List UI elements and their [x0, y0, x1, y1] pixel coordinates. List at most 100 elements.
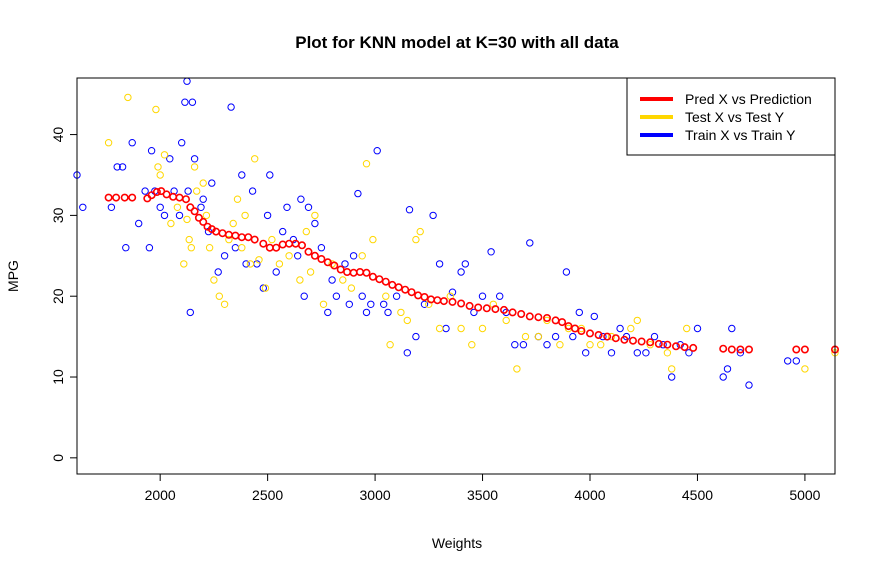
point-s1-25 — [246, 260, 255, 268]
point-s1-66 — [607, 332, 616, 341]
point-s2-65 — [412, 332, 420, 341]
point-s2-60 — [380, 300, 388, 308]
point-s0-15 — [199, 217, 208, 226]
point-s0-12 — [186, 203, 195, 212]
point-s1-72 — [683, 324, 691, 333]
point-s0-6 — [152, 188, 161, 197]
point-s0-35 — [323, 258, 332, 267]
x-tick-label-5: 4500 — [682, 487, 713, 503]
point-s1-38 — [339, 276, 347, 284]
x-tick-label-3: 3500 — [467, 487, 498, 503]
point-s1-12 — [190, 163, 199, 171]
point-s2-78 — [511, 341, 519, 349]
x-axis-label: Weights — [432, 535, 482, 551]
point-s2-94 — [642, 349, 650, 357]
point-s0-20 — [224, 230, 233, 239]
point-s1-4 — [156, 171, 164, 179]
point-s2-18 — [181, 98, 189, 106]
point-s0-40 — [355, 267, 364, 276]
point-s0-86 — [736, 345, 745, 354]
point-s2-50 — [328, 276, 336, 284]
point-s1-30 — [275, 260, 284, 268]
point-s2-17 — [178, 139, 186, 147]
point-s1-16 — [205, 244, 214, 252]
point-s2-91 — [616, 324, 624, 333]
point-s0-56 — [465, 301, 474, 310]
point-s2-40 — [279, 227, 287, 236]
point-s2-31 — [231, 244, 240, 252]
point-s0-31 — [297, 241, 306, 250]
point-s0-14 — [194, 213, 203, 222]
point-s0-22 — [237, 233, 246, 242]
point-s0-64 — [534, 313, 543, 322]
point-s2-51 — [332, 292, 341, 300]
point-s0-77 — [637, 337, 646, 346]
point-s2-23 — [190, 155, 199, 163]
point-s2-32 — [238, 171, 246, 179]
point-s2-82 — [543, 341, 551, 349]
point-s0-72 — [594, 330, 603, 339]
point-s0-44 — [381, 277, 390, 286]
point-s2-24 — [197, 203, 205, 212]
x-tick-label-4: 4000 — [574, 487, 605, 503]
point-s0-2 — [120, 193, 129, 202]
point-s1-39 — [347, 284, 356, 292]
x-tick-label-1: 2500 — [252, 487, 283, 503]
point-s1-69 — [646, 341, 654, 349]
point-s1-33 — [302, 227, 310, 236]
point-s0-57 — [474, 303, 483, 312]
point-s1-17 — [210, 276, 218, 284]
point-s2-87 — [582, 349, 590, 357]
point-s0-36 — [330, 261, 339, 270]
point-s2-99 — [685, 349, 693, 357]
point-s0-29 — [285, 239, 294, 248]
point-s0-23 — [244, 233, 253, 242]
point-s2-20 — [184, 187, 192, 195]
point-s0-34 — [317, 255, 326, 264]
point-s2-41 — [283, 203, 291, 212]
point-s2-73 — [470, 308, 478, 317]
point-s0-24 — [250, 235, 259, 244]
point-s2-64 — [405, 206, 414, 214]
point-s1-11 — [187, 244, 196, 252]
point-s1-48 — [416, 227, 424, 236]
point-s0-8 — [162, 190, 171, 199]
point-s0-87 — [744, 345, 753, 354]
point-s1-8 — [180, 260, 188, 268]
point-s2-1 — [79, 203, 87, 212]
point-s0-55 — [457, 299, 466, 308]
point-s0-11 — [182, 195, 191, 204]
point-s1-59 — [534, 332, 543, 341]
point-s2-14 — [166, 155, 174, 163]
point-s2-37 — [263, 211, 272, 220]
y-axis-label: MPG — [5, 260, 21, 292]
point-s0-46 — [394, 283, 403, 292]
point-s1-2 — [152, 105, 160, 114]
point-s0-43 — [375, 275, 384, 284]
point-s2-67 — [429, 211, 437, 220]
point-s0-21 — [231, 231, 240, 240]
point-s0-32 — [304, 247, 313, 256]
point-s2-44 — [297, 195, 305, 203]
point-s2-12 — [156, 203, 164, 212]
y-tick-label-3: 30 — [50, 207, 66, 223]
series-1 — [104, 93, 839, 373]
point-s2-58 — [367, 300, 375, 308]
point-s2-6 — [128, 139, 136, 147]
point-s0-39 — [349, 268, 358, 277]
point-s2-25 — [199, 195, 207, 203]
point-s2-13 — [160, 211, 169, 220]
point-s0-79 — [654, 339, 663, 348]
point-s2-48 — [317, 244, 326, 252]
point-s2-52 — [341, 260, 349, 268]
point-s1-6 — [167, 219, 175, 228]
point-s1-64 — [586, 341, 594, 349]
point-s2-107 — [792, 357, 800, 365]
point-s1-67 — [627, 324, 635, 333]
point-s1-71 — [668, 365, 676, 373]
point-s1-21 — [229, 219, 237, 228]
point-s1-68 — [633, 316, 641, 325]
point-s2-102 — [723, 365, 732, 373]
legend-label-0: Pred X vs Prediction — [685, 91, 812, 107]
series-0 — [104, 187, 839, 354]
